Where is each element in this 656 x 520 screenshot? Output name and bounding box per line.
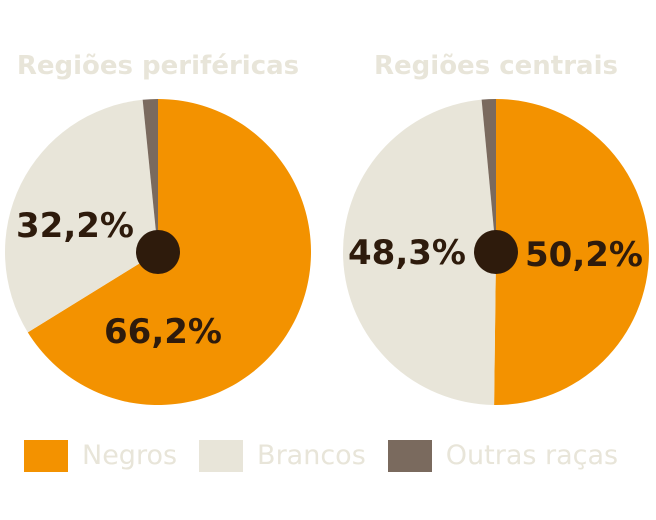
pie-center-dot xyxy=(474,230,518,274)
legend-label-negros: Negros xyxy=(82,440,178,471)
pie-slice-outras xyxy=(481,99,496,252)
legend-label-brancos: Brancos xyxy=(257,440,366,471)
legend: Negros Brancos Outras raças xyxy=(24,440,618,472)
legend-label-outras: Outras raças xyxy=(445,440,619,471)
chart-title: Regiões centrais xyxy=(374,51,618,81)
legend-swatch-negros xyxy=(24,440,68,472)
pie-slice-brancos xyxy=(343,99,496,405)
pie-chart-1: Regiões periféricas 66,2% 32,2% xyxy=(5,51,311,406)
legend-item-outras: Outras raças xyxy=(387,440,619,472)
pie-slice-brancos xyxy=(5,99,158,333)
legend-item-brancos: Brancos xyxy=(199,440,366,472)
legend-swatch-outras xyxy=(387,440,432,472)
legend-swatch-brancos xyxy=(199,440,244,472)
pie-slice-negros xyxy=(494,99,650,405)
pie-center-dot xyxy=(136,230,180,274)
pie-value-label-negros: 66,2% xyxy=(104,312,222,352)
pie-chart-2: Regiões centrais 50,2% 48,3% xyxy=(343,51,650,405)
chart-title: Regiões periféricas xyxy=(17,51,299,81)
pie-slice-outras xyxy=(142,99,158,252)
legend-item-negros: Negros xyxy=(24,440,177,472)
pie-value-label-brancos: 32,2% xyxy=(16,206,134,246)
pie-value-label-brancos: 48,3% xyxy=(348,233,466,273)
pie-value-label-negros: 50,2% xyxy=(525,235,643,275)
